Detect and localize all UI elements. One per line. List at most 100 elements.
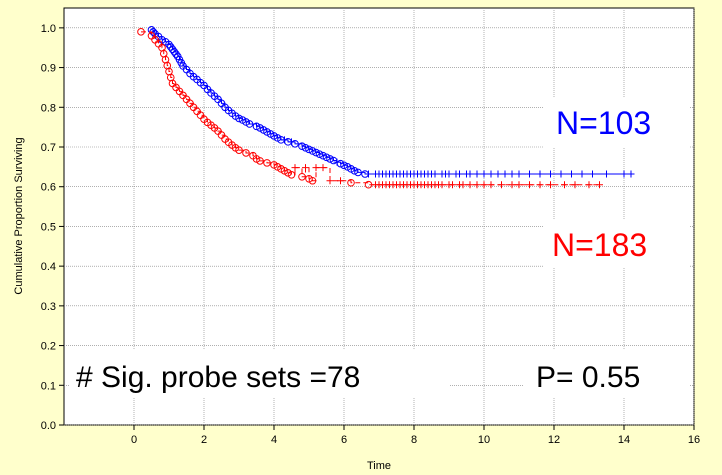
censored-marker [494, 170, 502, 178]
event-marker [235, 146, 243, 154]
censored-marker [526, 170, 533, 178]
censored-marker [466, 170, 474, 178]
event-marker [319, 151, 327, 160]
series-layer [137, 26, 635, 189]
censored-marker [508, 181, 516, 189]
censored-marker [333, 158, 341, 166]
censored-marker [431, 170, 439, 178]
censored-marker [459, 181, 467, 189]
n-blue-box [544, 98, 690, 148]
y-axis-label: Cumulative Proportion Surviving [13, 137, 25, 294]
y-tick-label: 0.7 [41, 142, 56, 154]
y-tick-label: 0.5 [41, 221, 56, 233]
censored-marker [312, 164, 320, 172]
y-tick-label: 0.0 [41, 420, 56, 432]
censored-marker [620, 170, 628, 178]
event-marker [312, 148, 320, 157]
event-marker [242, 149, 250, 157]
censored-marker [589, 170, 596, 178]
censored-marker [585, 181, 593, 189]
censored-marker [498, 181, 505, 189]
censored-marker [596, 181, 603, 189]
x-tick-label: 6 [341, 434, 347, 446]
event-marker [256, 157, 264, 165]
x-tick-label: 10 [478, 434, 490, 446]
event-marker [245, 120, 254, 128]
event-marker [308, 176, 317, 185]
x-tick-label: 14 [618, 434, 630, 446]
x-axis-label: Time [367, 460, 391, 472]
y-tick-label: 0.9 [41, 63, 56, 75]
censored-marker [547, 181, 554, 189]
x-tick-label: 8 [411, 434, 417, 446]
p-value-label: P= 0.55 [536, 361, 640, 394]
y-tick-label: 1.0 [41, 23, 56, 35]
censored-marker [561, 181, 568, 189]
censored-marker [466, 181, 474, 189]
series-line [141, 31, 600, 186]
sig-probe-box [70, 350, 450, 398]
censored-marker [438, 181, 446, 189]
event-marker [364, 180, 373, 189]
event-marker [322, 153, 331, 162]
censored-marker [536, 181, 544, 189]
event-marker [315, 150, 324, 158]
event-marker [354, 168, 362, 177]
x-tick-label: 16 [688, 434, 700, 446]
y-tick-label: 0.2 [41, 341, 56, 353]
censored-marker [288, 138, 295, 146]
event-marker [252, 122, 261, 131]
event-marker [350, 167, 359, 175]
censored-marker [547, 170, 554, 178]
censored-marker [578, 170, 586, 178]
event-marker [326, 155, 334, 163]
event-marker [347, 178, 355, 187]
event-marker [298, 172, 306, 181]
censored-marker [473, 181, 481, 189]
censored-marker [445, 170, 453, 178]
y-tick-label: 0.8 [41, 102, 56, 114]
y-tick-label: 0.6 [41, 182, 56, 194]
axis-ticks: 0 2 4 6 8 10 12 14 16 0.0 0.1 0.2 0.3 0.4 0.5 0.6 0.7 0.8… [41, 23, 700, 446]
censored-marker [480, 170, 488, 178]
event-marker [137, 28, 145, 36]
y-tick-label: 0.4 [41, 261, 56, 273]
censored-marker [319, 164, 327, 172]
n-blue-label: N=103 [556, 105, 651, 141]
x-tick-label: 0 [131, 434, 137, 446]
censored-marker [281, 136, 288, 144]
censored-marker [473, 170, 481, 178]
y-tick-label: 0.3 [41, 301, 56, 313]
p-value-box [524, 350, 690, 398]
censored-marker [449, 181, 456, 189]
censored-marker [501, 170, 509, 178]
event-marker [305, 145, 313, 154]
x-tick-label: 4 [271, 434, 277, 446]
censored-marker [487, 170, 495, 178]
censored-marker [291, 164, 299, 172]
x-tick-label: 2 [201, 434, 207, 446]
sig-probe-label: # Sig. probe sets =78 [76, 361, 360, 394]
censored-marker [536, 170, 544, 178]
event-marker [298, 142, 306, 151]
n-red-box [544, 220, 690, 268]
censored-marker [456, 170, 463, 178]
censored-marker [480, 181, 488, 189]
censored-marker [568, 170, 575, 178]
censored-marker [302, 164, 309, 172]
n-red-label: N=183 [552, 227, 647, 263]
event-marker [263, 159, 271, 167]
censored-marker [515, 181, 523, 189]
event-marker [235, 114, 243, 123]
event-marker [301, 143, 310, 152]
censored-marker [508, 170, 516, 178]
censored-marker [365, 170, 372, 178]
censored-marker [603, 170, 610, 178]
censored-marker [326, 177, 334, 185]
censored-marker [627, 170, 635, 178]
censored-marker [557, 170, 565, 178]
x-tick-label: 12 [548, 434, 560, 446]
event-marker [340, 161, 348, 170]
event-marker [308, 147, 317, 155]
